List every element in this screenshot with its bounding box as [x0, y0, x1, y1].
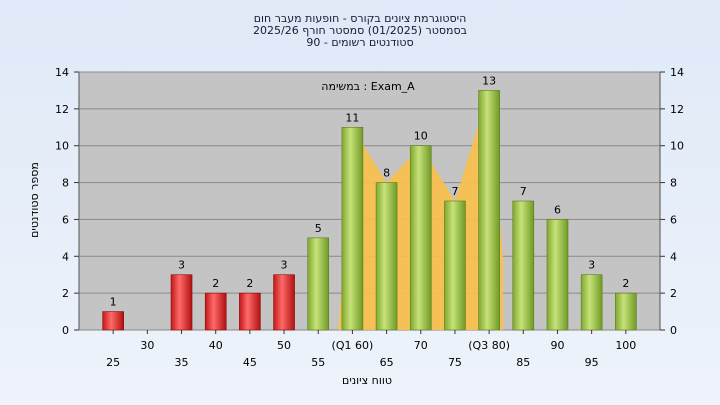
- bar-95: [580, 274, 603, 331]
- x-tick-label: 35: [175, 356, 189, 369]
- x-tick-label: 70: [414, 339, 428, 352]
- data-label: 6: [554, 203, 561, 216]
- x-tick-label: 45: [243, 356, 257, 369]
- data-label: 7: [451, 185, 458, 198]
- chart-title-line-2: בסמסטר (01/2025) סמסטר חורף 2025/26: [253, 24, 467, 37]
- y-tick-label-left: 0: [62, 324, 69, 337]
- x-tick-label: 65: [380, 356, 394, 369]
- bar-25: [102, 311, 124, 331]
- data-label: 1: [110, 296, 117, 309]
- data-label: 8: [383, 167, 390, 180]
- y-tick-label-left: 2: [62, 287, 69, 300]
- y-tick-label-right: 2: [670, 287, 677, 300]
- x-tick-label: 90: [550, 339, 564, 352]
- data-label: 2: [246, 277, 253, 290]
- y-tick-label-right: 14: [670, 66, 684, 79]
- bars: [102, 90, 637, 331]
- y-tick-label-left: 4: [62, 250, 69, 263]
- y-tick-label-left: 14: [55, 66, 69, 79]
- bar-100: [615, 292, 637, 331]
- data-label: 10: [414, 130, 428, 143]
- bar-65: [375, 182, 398, 331]
- x-tick-label: 25: [106, 356, 120, 369]
- bar-40: [204, 292, 227, 331]
- y-tick-label-left: 10: [55, 140, 69, 153]
- x-tick-label: 40: [209, 339, 223, 352]
- y-tick-label-left: 6: [62, 213, 69, 226]
- y-tick-label-right: 10: [670, 140, 684, 153]
- y-tick-label-left: 12: [55, 103, 69, 116]
- data-label: 7: [520, 185, 527, 198]
- y-axis-title: מספר סטודנטים: [28, 162, 41, 238]
- y-axis-left: 0 2 4 6 8 10 12 14: [55, 66, 79, 337]
- x-tick-label: 100: [615, 339, 636, 352]
- bar-55: [307, 237, 330, 331]
- chart-annotation: במשימה : Exam_A: [321, 80, 415, 93]
- data-label: 3: [178, 259, 185, 272]
- bar-90: [546, 219, 569, 331]
- x-tick-label: 75: [448, 356, 462, 369]
- data-label: 2: [622, 277, 629, 290]
- bar-35: [170, 274, 193, 331]
- y-tick-label-right: 12: [670, 103, 684, 116]
- x-tick-label: 50: [277, 339, 291, 352]
- y-tick-label-left: 8: [62, 177, 69, 190]
- data-label: 3: [588, 259, 595, 272]
- x-axis-title: טווח ציונים: [342, 374, 392, 387]
- x-tick-label: (Q1 60): [332, 339, 374, 352]
- bar-70: [409, 145, 432, 331]
- y-tick-label-right: 0: [670, 324, 677, 337]
- bar-Q1-60: [341, 126, 364, 331]
- bar-45: [239, 292, 261, 331]
- data-label: 11: [345, 111, 359, 124]
- x-tick-label: 55: [311, 356, 325, 369]
- x-tick-label: 30: [140, 339, 154, 352]
- bar-85: [512, 200, 535, 331]
- chart-title-line-3: סטודנטים רשומים - 90: [306, 36, 413, 49]
- data-label: 13: [482, 74, 496, 87]
- data-label: 3: [281, 259, 288, 272]
- chart-title-block: היסטוגרמת ציונים בקורס - חופעות מעבר חום…: [253, 12, 467, 49]
- y-axis-right: 0 2 4 6 8 10 12 14: [660, 66, 684, 337]
- x-axis: 25 30 35 40 45 50 55 (Q1 60) 65 70 75 (Q3 80) 85 90 95…: [106, 330, 636, 369]
- data-label: 2: [212, 277, 219, 290]
- x-tick-label: 95: [585, 356, 599, 369]
- x-tick-label: (Q3 80): [468, 339, 510, 352]
- x-tick-label: 85: [516, 356, 530, 369]
- data-label: 5: [315, 222, 322, 235]
- bar-50: [273, 274, 295, 331]
- y-tick-label-right: 6: [670, 213, 677, 226]
- y-tick-label-right: 4: [670, 250, 677, 263]
- bar-Q3-80: [478, 90, 500, 331]
- bar-75: [444, 200, 466, 331]
- y-tick-label-right: 8: [670, 177, 677, 190]
- chart-title-line-1: היסטוגרמת ציונים בקורס - חופעות מעבר חום: [254, 12, 467, 25]
